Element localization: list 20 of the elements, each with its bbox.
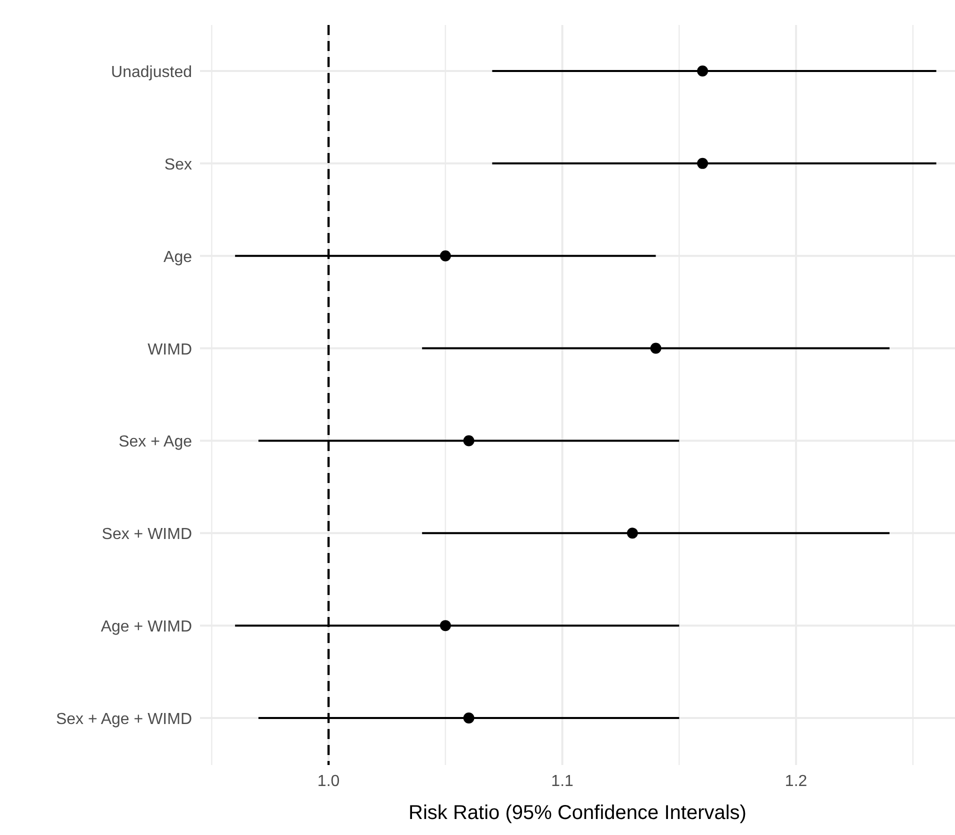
y-tick-label: WIMD bbox=[148, 341, 192, 358]
y-tick-label: Sex + Age bbox=[118, 434, 192, 451]
point bbox=[440, 250, 451, 262]
y-tick-label: Age bbox=[164, 248, 192, 266]
x-tick-label: 1.1 bbox=[551, 773, 574, 790]
y-tick-label: Sex bbox=[164, 156, 192, 174]
x-axis-title: Risk Ratio (95% Confidence Intervals) bbox=[408, 802, 746, 824]
point bbox=[697, 158, 708, 169]
y-tick-label: Sex + Age + WIMD bbox=[56, 711, 192, 728]
y-tick-label: Sex + WIMD bbox=[102, 526, 192, 544]
x-tick-label: 1.0 bbox=[317, 773, 340, 790]
point bbox=[697, 66, 708, 76]
point bbox=[440, 620, 451, 632]
point bbox=[463, 712, 474, 724]
y-tick-label: Age + WIMD bbox=[100, 618, 192, 636]
y-tick-label: Unadjusted bbox=[111, 64, 192, 81]
point bbox=[626, 528, 638, 539]
x-tick-label: 1.2 bbox=[784, 773, 808, 790]
point bbox=[463, 435, 474, 446]
point bbox=[650, 342, 662, 354]
